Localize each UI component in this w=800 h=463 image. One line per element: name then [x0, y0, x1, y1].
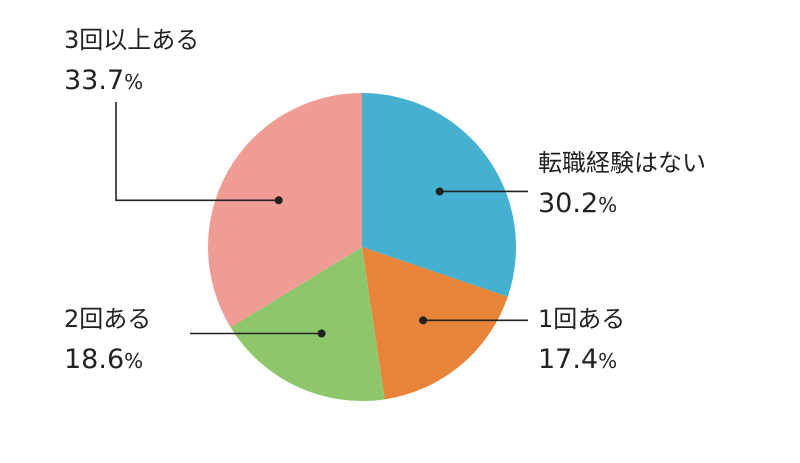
label-once: 1回ある 17.4%: [538, 305, 625, 375]
slice-value-once: 17.4%: [538, 344, 617, 375]
slice-value-three-or-more: 33.7%: [64, 65, 143, 96]
pie-slices: [207, 93, 517, 401]
pie-slice-once: [362, 247, 508, 400]
slice-value-twice: 18.6%: [64, 344, 143, 375]
pie-slice-three-or-more: [207, 93, 362, 328]
label-twice: 2回ある 18.6%: [64, 305, 151, 375]
slice-value-no-job-change: 30.2%: [538, 188, 617, 219]
slice-label-no-job-change: 転職経験はない: [538, 149, 706, 177]
label-three-or-more: 3回以上ある 33.7%: [64, 26, 199, 96]
leader-line-three-or-more: [115, 102, 279, 202]
slice-label-twice: 2回ある: [64, 305, 151, 333]
label-no-job-change: 転職経験はない 30.2%: [538, 149, 706, 219]
pie-slice-twice: [230, 247, 385, 401]
slice-label-three-or-more: 3回以上ある: [64, 26, 199, 54]
slice-label-once: 1回ある: [538, 305, 625, 333]
leader-lines: [115, 102, 528, 338]
